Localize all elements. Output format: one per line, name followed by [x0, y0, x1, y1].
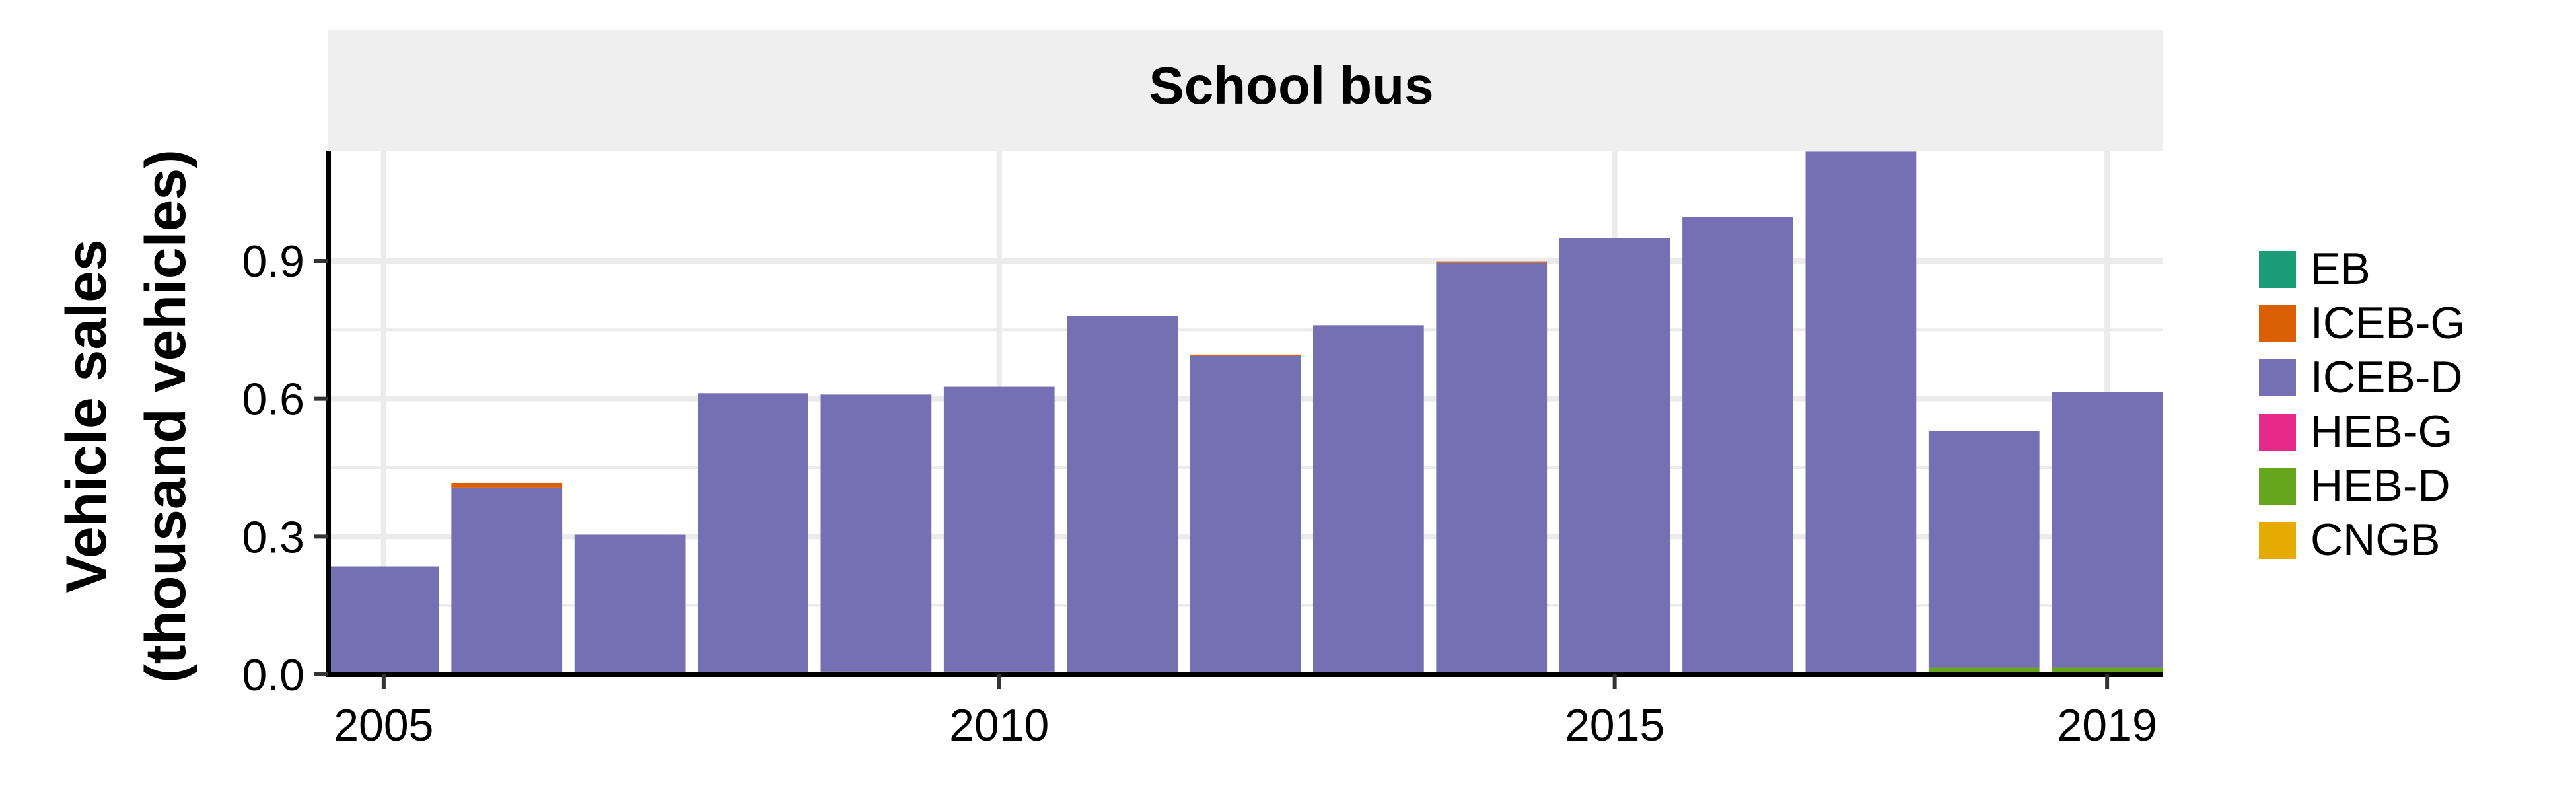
bar-iceb-d-2010	[943, 386, 1055, 672]
legend-key-cngb	[2259, 522, 2296, 559]
bar-heb-d-2019	[2052, 667, 2163, 674]
bar-heb-d-2018	[1928, 667, 2040, 674]
bar-iceb-d-2009	[820, 394, 932, 672]
bar-iceb-d-2008	[698, 393, 808, 674]
bar-iceb-d-2012	[1190, 355, 1301, 674]
bar-iceb-d-2007	[574, 534, 686, 674]
y-tick-label: 0.6	[242, 375, 304, 425]
bar-iceb-d-2015	[1559, 238, 1670, 675]
panel-strip	[328, 30, 2163, 151]
legend-key-heb-d	[2259, 468, 2296, 505]
bar-iceb-d-2013	[1313, 325, 1424, 674]
bar-iceb-d-2019	[2052, 392, 2163, 668]
legend-label: CNGB	[2310, 515, 2440, 565]
legend-key-heb-g	[2259, 414, 2296, 451]
bar-iceb-g-2006	[451, 482, 563, 488]
bar-iceb-d-2006	[451, 487, 563, 672]
legend-key-iceb-g	[2259, 305, 2296, 342]
y-axis-title-line-1: Vehicle sales	[55, 239, 118, 593]
bar-iceb-d-2005	[328, 566, 439, 674]
legend-label: ICEB-G	[2310, 298, 2465, 348]
y-tick-label: 0.3	[242, 512, 304, 562]
bar-iceb-d-2016	[1682, 217, 1793, 675]
x-tick-label: 2010	[949, 700, 1049, 750]
bar-iceb-g-2012	[1190, 354, 1301, 356]
y-tick-label: 0.9	[242, 236, 304, 287]
panel-title: School bus	[1149, 56, 1433, 115]
bar-iceb-d-2017	[1805, 151, 1917, 674]
bar-iceb-d-2014	[1436, 262, 1548, 674]
legend-key-iceb-d	[2259, 359, 2296, 396]
bar-iceb-g-2014	[1436, 261, 1548, 263]
legend-label: EB	[2310, 244, 2371, 294]
bar-iceb-d-2011	[1067, 316, 1178, 675]
x-tick-label: 2015	[1565, 700, 1664, 750]
x-tick-label: 2019	[2057, 700, 2157, 750]
y-axis-title-line-2: (thousand vehicles)	[134, 149, 197, 683]
y-tick-label: 0.0	[242, 650, 304, 700]
legend-label: ICEB-D	[2310, 352, 2462, 402]
legend-label: HEB-D	[2310, 460, 2451, 511]
bar-layer	[328, 151, 2163, 675]
legend-key-eb	[2259, 251, 2296, 288]
legend-label: HEB-G	[2310, 406, 2452, 456]
x-tick-label: 2005	[334, 700, 433, 750]
bar-iceb-d-2018	[1928, 431, 2040, 668]
axis-layer: 0.0 0.3 0.6 0.9 2005 2010 2015 2019	[242, 151, 2163, 750]
